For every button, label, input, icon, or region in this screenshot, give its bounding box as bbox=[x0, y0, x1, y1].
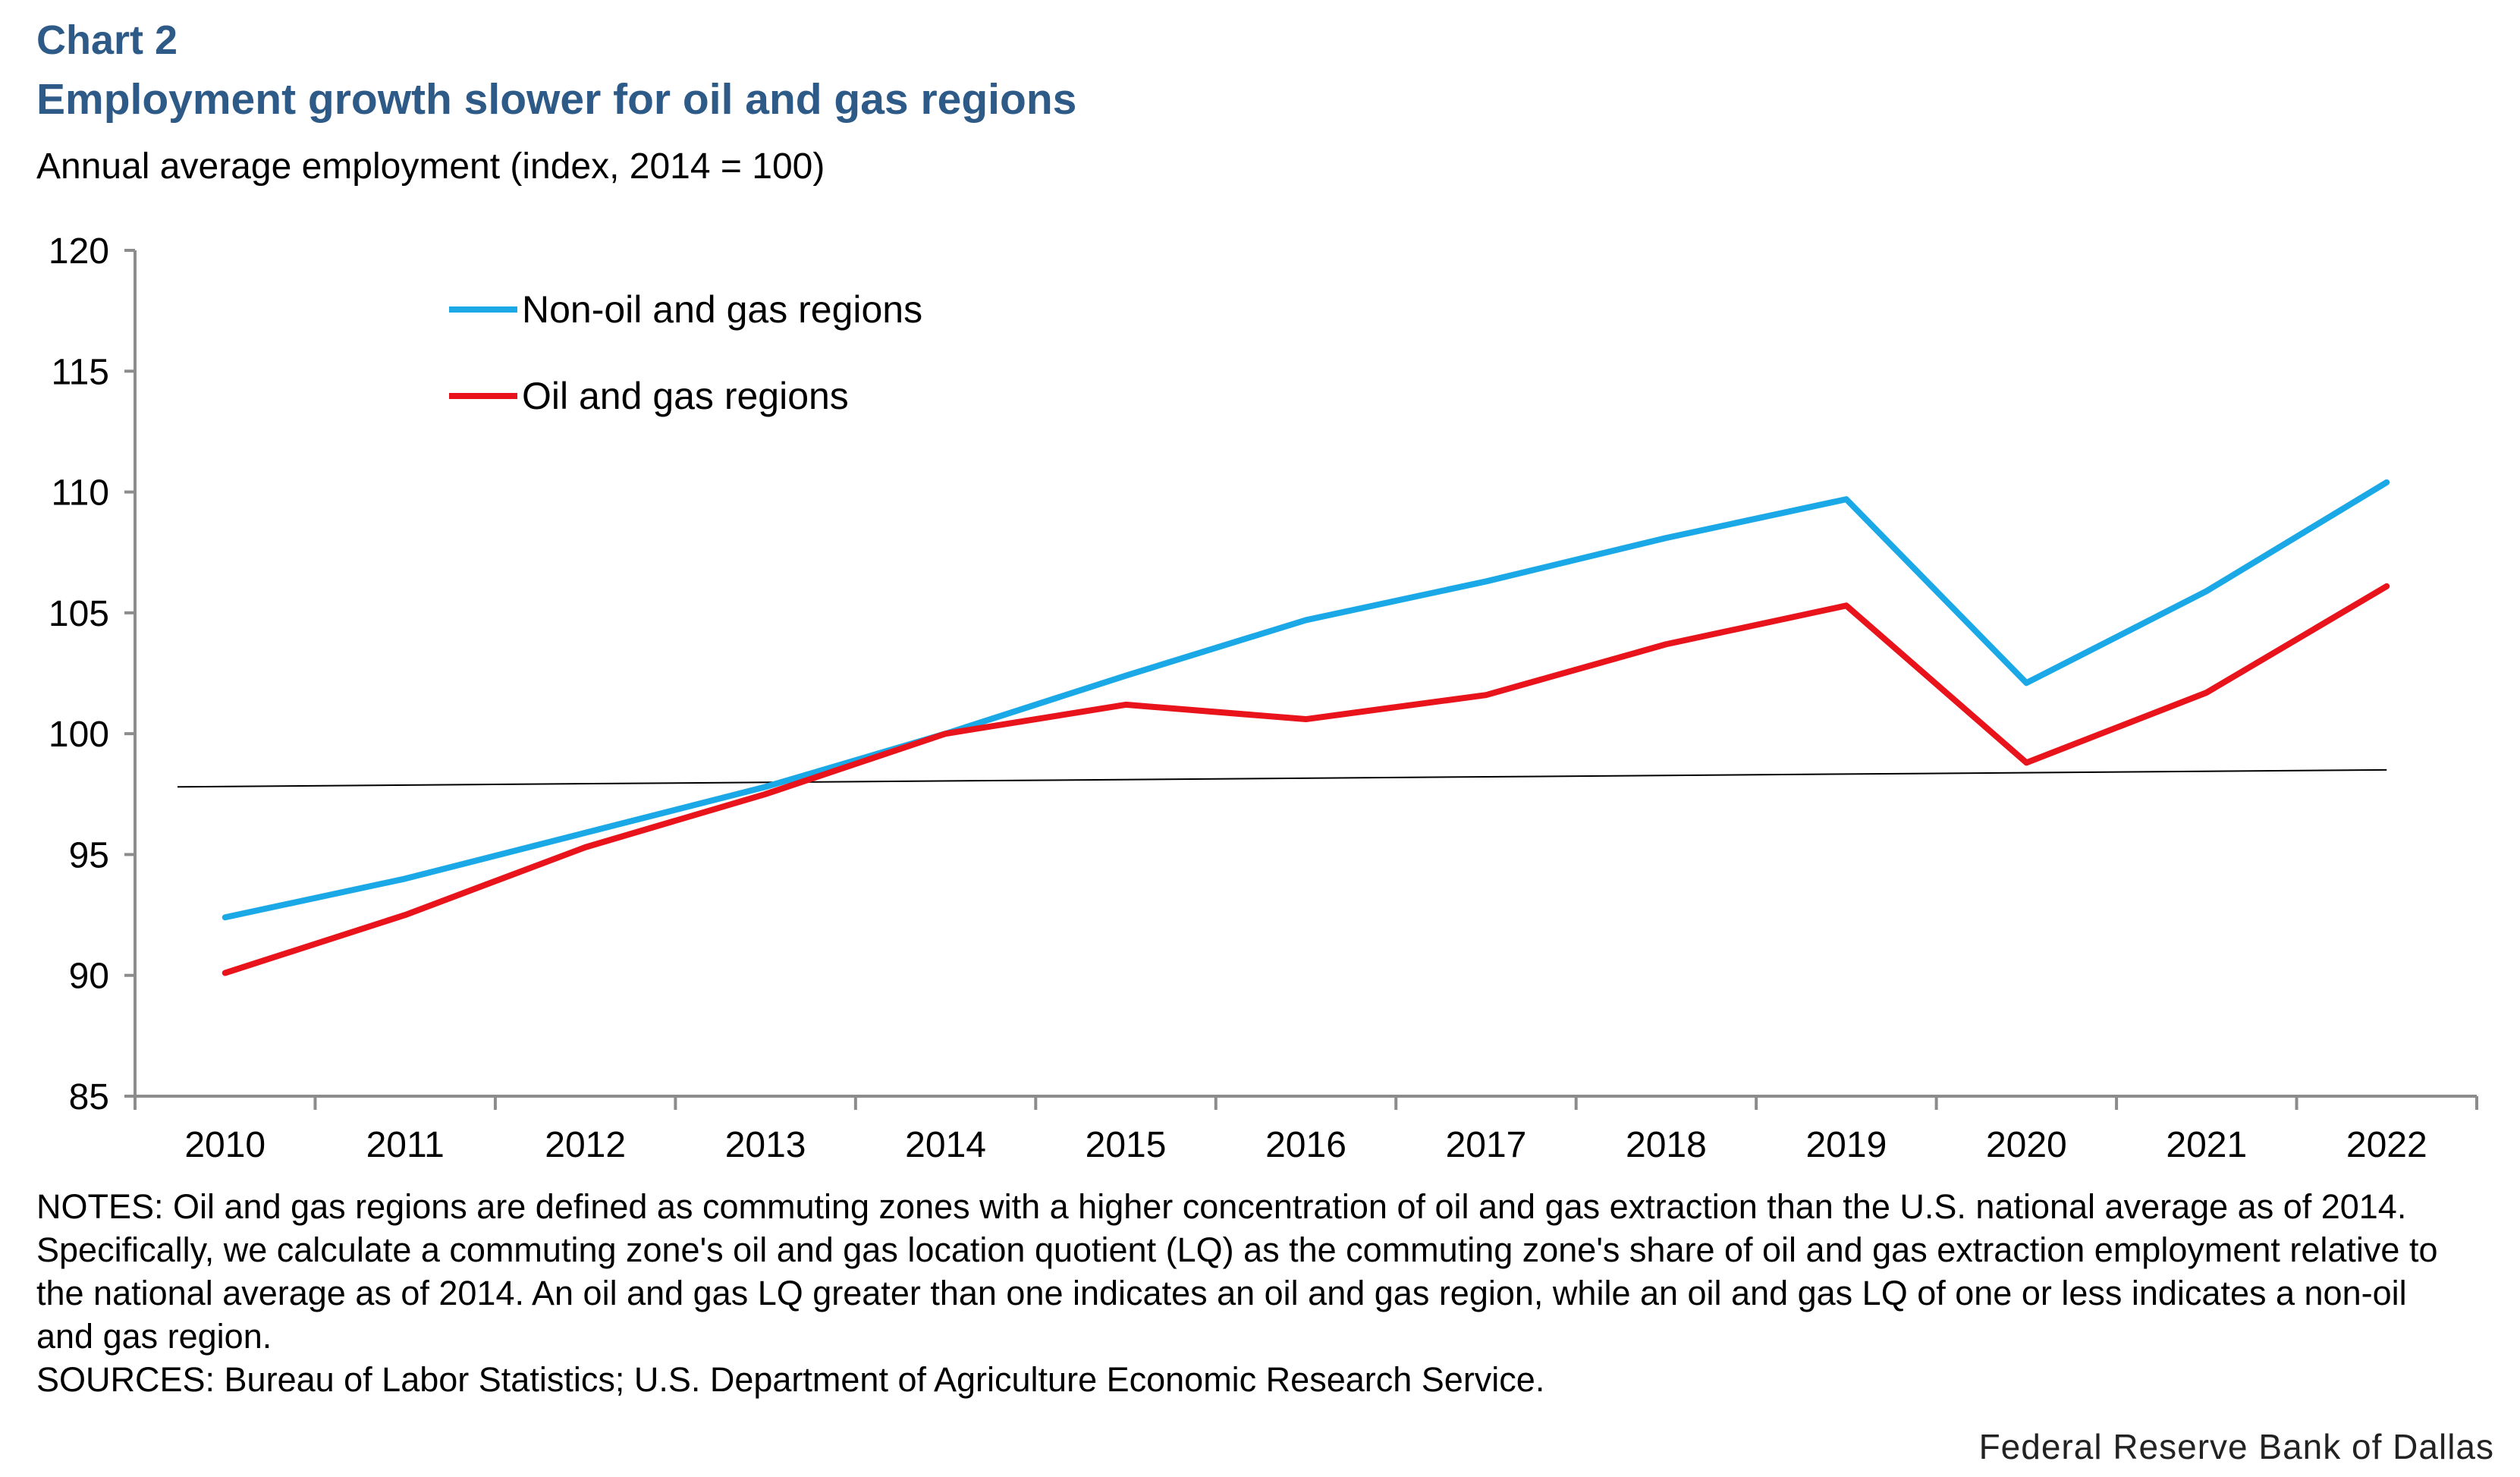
x-tick-label: 2011 bbox=[366, 1125, 445, 1165]
line-chart: 85 90 95 100 105 110 115 120 2010 2011 2012 2013 201… bbox=[49, 231, 2478, 1165]
source-credit: Federal Reserve Bank of Dallas bbox=[1978, 1427, 2494, 1466]
x-tick-label: 2013 bbox=[725, 1125, 806, 1165]
axes: 85 90 95 100 105 110 115 120 2010 2011 2012 2013 201… bbox=[49, 231, 2478, 1165]
x-tick-label: 2021 bbox=[2166, 1125, 2247, 1165]
x-tick-label: 2017 bbox=[1446, 1125, 1527, 1165]
x-tick-label: 2020 bbox=[1986, 1125, 2067, 1165]
chart-label: Chart 2 bbox=[36, 17, 178, 63]
y-tick-label: 85 bbox=[69, 1077, 109, 1117]
legend-label-oil-and-gas-regions: Oil and gas regions bbox=[522, 375, 849, 417]
chart-title: Employment growth slower for oil and gas… bbox=[36, 75, 1077, 124]
x-tick-label: 2019 bbox=[1805, 1125, 1887, 1165]
y-tick-label: 120 bbox=[49, 231, 109, 272]
y-tick-label: 105 bbox=[49, 594, 109, 634]
legend: Non-oil and gas regions Oil and gas regio… bbox=[449, 288, 922, 417]
x-tick-label: 2015 bbox=[1086, 1125, 1167, 1165]
series-line-oil-and-gas-regions bbox=[222, 583, 2390, 976]
reference-line bbox=[177, 768, 2387, 788]
x-tick-label: 2010 bbox=[184, 1125, 266, 1165]
x-tick-label: 2018 bbox=[1626, 1125, 1707, 1165]
y-tick-label: 90 bbox=[69, 957, 109, 997]
y-tick-label: 95 bbox=[69, 835, 109, 875]
sources-text: SOURCES: Bureau of Labor Statistics; U.S… bbox=[36, 1360, 1545, 1399]
notes: NOTES: Oil and gas regions are defined a… bbox=[36, 1185, 2464, 1401]
notes-text: NOTES: Oil and gas regions are defined a… bbox=[36, 1187, 2438, 1356]
y-tick-label: 115 bbox=[51, 352, 109, 392]
y-tick-label: 100 bbox=[49, 715, 109, 755]
reference-line-group bbox=[177, 768, 2387, 788]
x-tick-label: 2012 bbox=[545, 1125, 626, 1165]
y-axis-title: Annual average employment (index, 2014 =… bbox=[36, 146, 825, 187]
x-tick-label: 2014 bbox=[905, 1125, 986, 1165]
x-tick-label: 2022 bbox=[2346, 1125, 2427, 1165]
y-tick-label: 110 bbox=[51, 473, 109, 514]
legend-label-non-oil-and-gas-regions: Non-oil and gas regions bbox=[522, 288, 922, 331]
series-group bbox=[222, 479, 2390, 976]
x-tick-label: 2016 bbox=[1265, 1125, 1346, 1165]
series-line-non-oil-and-gas-regions bbox=[222, 479, 2390, 921]
